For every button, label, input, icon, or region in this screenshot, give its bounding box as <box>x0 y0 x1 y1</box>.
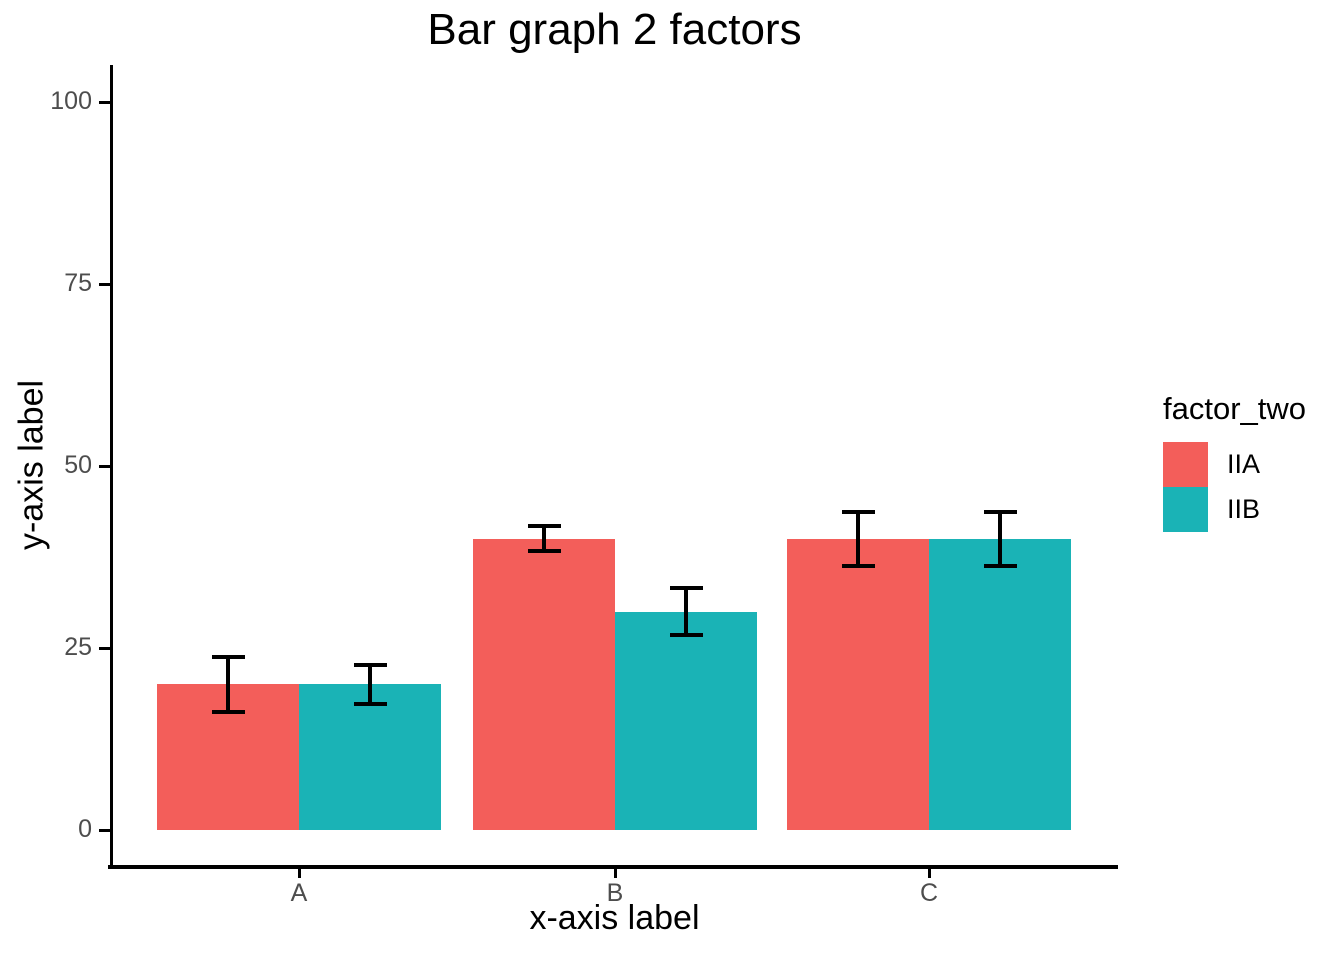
bar-c-iia <box>787 538 929 830</box>
error-bar-stem <box>368 662 372 707</box>
error-bar-cap-bottom <box>353 702 387 707</box>
error-bar-cap-top <box>983 509 1017 514</box>
error-bar-cap-bottom <box>527 549 561 554</box>
legend-item-iib: IIB <box>1163 487 1306 532</box>
legend-label-iia: IIA <box>1227 449 1261 479</box>
error-bar-stem <box>684 586 688 638</box>
x-tick-label: A <box>290 879 308 907</box>
y-axis-tick <box>99 465 110 468</box>
x-axis-line <box>108 865 1118 869</box>
y-axis-tick <box>99 283 110 286</box>
y-axis-tick <box>99 829 110 832</box>
x-tick-label: B <box>606 879 624 907</box>
error-bar-cap-top <box>527 524 561 529</box>
error-bar-stem <box>226 655 230 714</box>
legend-swatch-iia <box>1163 442 1208 487</box>
legend-swatch-iib <box>1163 487 1208 532</box>
bar-c-iib <box>929 538 1071 830</box>
legend-title: factor_two <box>1163 391 1307 426</box>
y-tick-label: 100 <box>50 87 92 115</box>
bar-b-iia <box>473 538 615 830</box>
error-bar-cap-top <box>669 586 703 591</box>
error-bar-cap-bottom <box>983 563 1017 568</box>
error-bar-cap-top <box>353 662 387 667</box>
error-bar-stem <box>542 524 546 554</box>
legend-items: IIA IIB <box>1163 442 1306 532</box>
error-bar-cap-bottom <box>669 633 703 638</box>
y-axis-line <box>110 65 113 869</box>
y-axis-tick <box>99 647 110 650</box>
x-tick-label: C <box>919 879 939 907</box>
y-tick-label: 50 <box>64 451 92 479</box>
legend-label-iib: IIB <box>1227 494 1261 524</box>
bar-b-iib <box>615 611 757 830</box>
error-bar-cap-bottom <box>211 709 245 714</box>
x-axis-tick <box>928 869 931 878</box>
error-bar-cap-bottom <box>841 563 875 568</box>
legend: factor_two IIA IIB <box>1163 390 1306 532</box>
y-tick-label: 0 <box>78 815 92 843</box>
x-axis-tick <box>298 869 301 878</box>
bar-a-iib <box>299 684 441 830</box>
error-bar-cap-top <box>841 509 875 514</box>
error-bar-stem <box>856 509 860 568</box>
error-bar-stem <box>998 509 1002 568</box>
legend-item-iia: IIA <box>1163 442 1306 487</box>
y-tick-label: 25 <box>64 633 92 661</box>
y-axis-tick <box>99 101 110 104</box>
chart-title: Bar graph 2 factors <box>427 5 802 54</box>
y-tick-label: 75 <box>64 269 92 297</box>
x-axis-tick <box>614 869 617 878</box>
x-axis-title: x-axis label <box>529 899 700 937</box>
error-bar-cap-top <box>211 655 245 660</box>
